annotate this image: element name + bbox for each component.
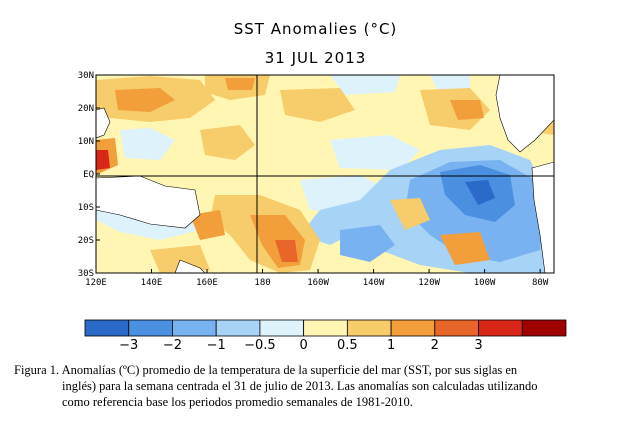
lat-label: 30S	[78, 269, 94, 279]
lon-label: 120W	[418, 278, 440, 288]
caption-line-3: como referencia base los periodos promed…	[62, 395, 413, 409]
lon-label: 160W	[307, 278, 329, 288]
colorbar-swatch	[434, 319, 479, 337]
caption-line-2: inglés) para la semana centrada el 31 de…	[62, 379, 538, 393]
longitude-ticks: 120E 140E 160E 180 160W 140W 120W 100W 80W	[85, 269, 549, 288]
colorbar-label: 1	[387, 338, 395, 353]
sst-anomaly-map: 30N 20N 10N EQ 10S 20S 30S 120E 140E 160E 180 160W…	[78, 71, 567, 353]
map-date: 31 JUL 2013	[264, 49, 367, 67]
lon-label: 180	[254, 278, 270, 288]
colorbar-labels: −3 −2 −1 −0.5 0 0.5 1 2 3	[119, 338, 483, 353]
caption-line-1: Figura 1. Anomalías (ºC) promedio de la …	[14, 363, 518, 377]
colorbar-label: 3	[474, 338, 482, 353]
colorbar-swatch	[390, 319, 436, 337]
lon-label: 160E	[196, 278, 218, 288]
colorbar-label: −2	[163, 338, 182, 353]
land	[96, 75, 554, 273]
map-title: SST Anomalies (°C)	[233, 20, 398, 38]
lat-label: 30N	[78, 71, 94, 81]
lon-label: 100W	[474, 278, 496, 288]
lat-label: EQ	[83, 170, 94, 180]
colorbar	[84, 319, 567, 337]
colorbar-swatch	[346, 319, 392, 337]
lat-label: 20N	[78, 104, 94, 114]
colorbar-swatch	[172, 319, 217, 337]
lat-label: 20S	[78, 236, 94, 246]
colorbar-swatch	[521, 319, 567, 337]
colorbar-label: 0	[299, 338, 307, 353]
lon-label: 140W	[363, 278, 385, 288]
colorbar-label: −1	[207, 338, 226, 353]
lon-label: 80W	[532, 278, 549, 288]
colorbar-label: 0.5	[337, 338, 358, 353]
colorbar-label: 2	[431, 338, 439, 353]
colorbar-label: −0.5	[244, 338, 276, 353]
latitude-ticks: 30N 20N 10N EQ 10S 20S 30S	[78, 71, 100, 279]
colorbar-swatch	[84, 319, 130, 337]
lat-label: 10S	[78, 203, 94, 213]
lon-label: 120E	[85, 278, 107, 288]
colorbar-swatch	[128, 319, 173, 337]
lon-label: 140E	[141, 278, 163, 288]
colorbar-swatch	[478, 319, 523, 337]
figure-caption: Figura 1. Anomalías (ºC) promedio de la …	[14, 362, 624, 410]
colorbar-label: −3	[119, 338, 138, 353]
colorbar-swatch	[215, 319, 261, 337]
colorbar-swatch	[303, 319, 348, 337]
lat-label: 10N	[78, 137, 94, 147]
colorbar-swatch	[259, 319, 305, 337]
